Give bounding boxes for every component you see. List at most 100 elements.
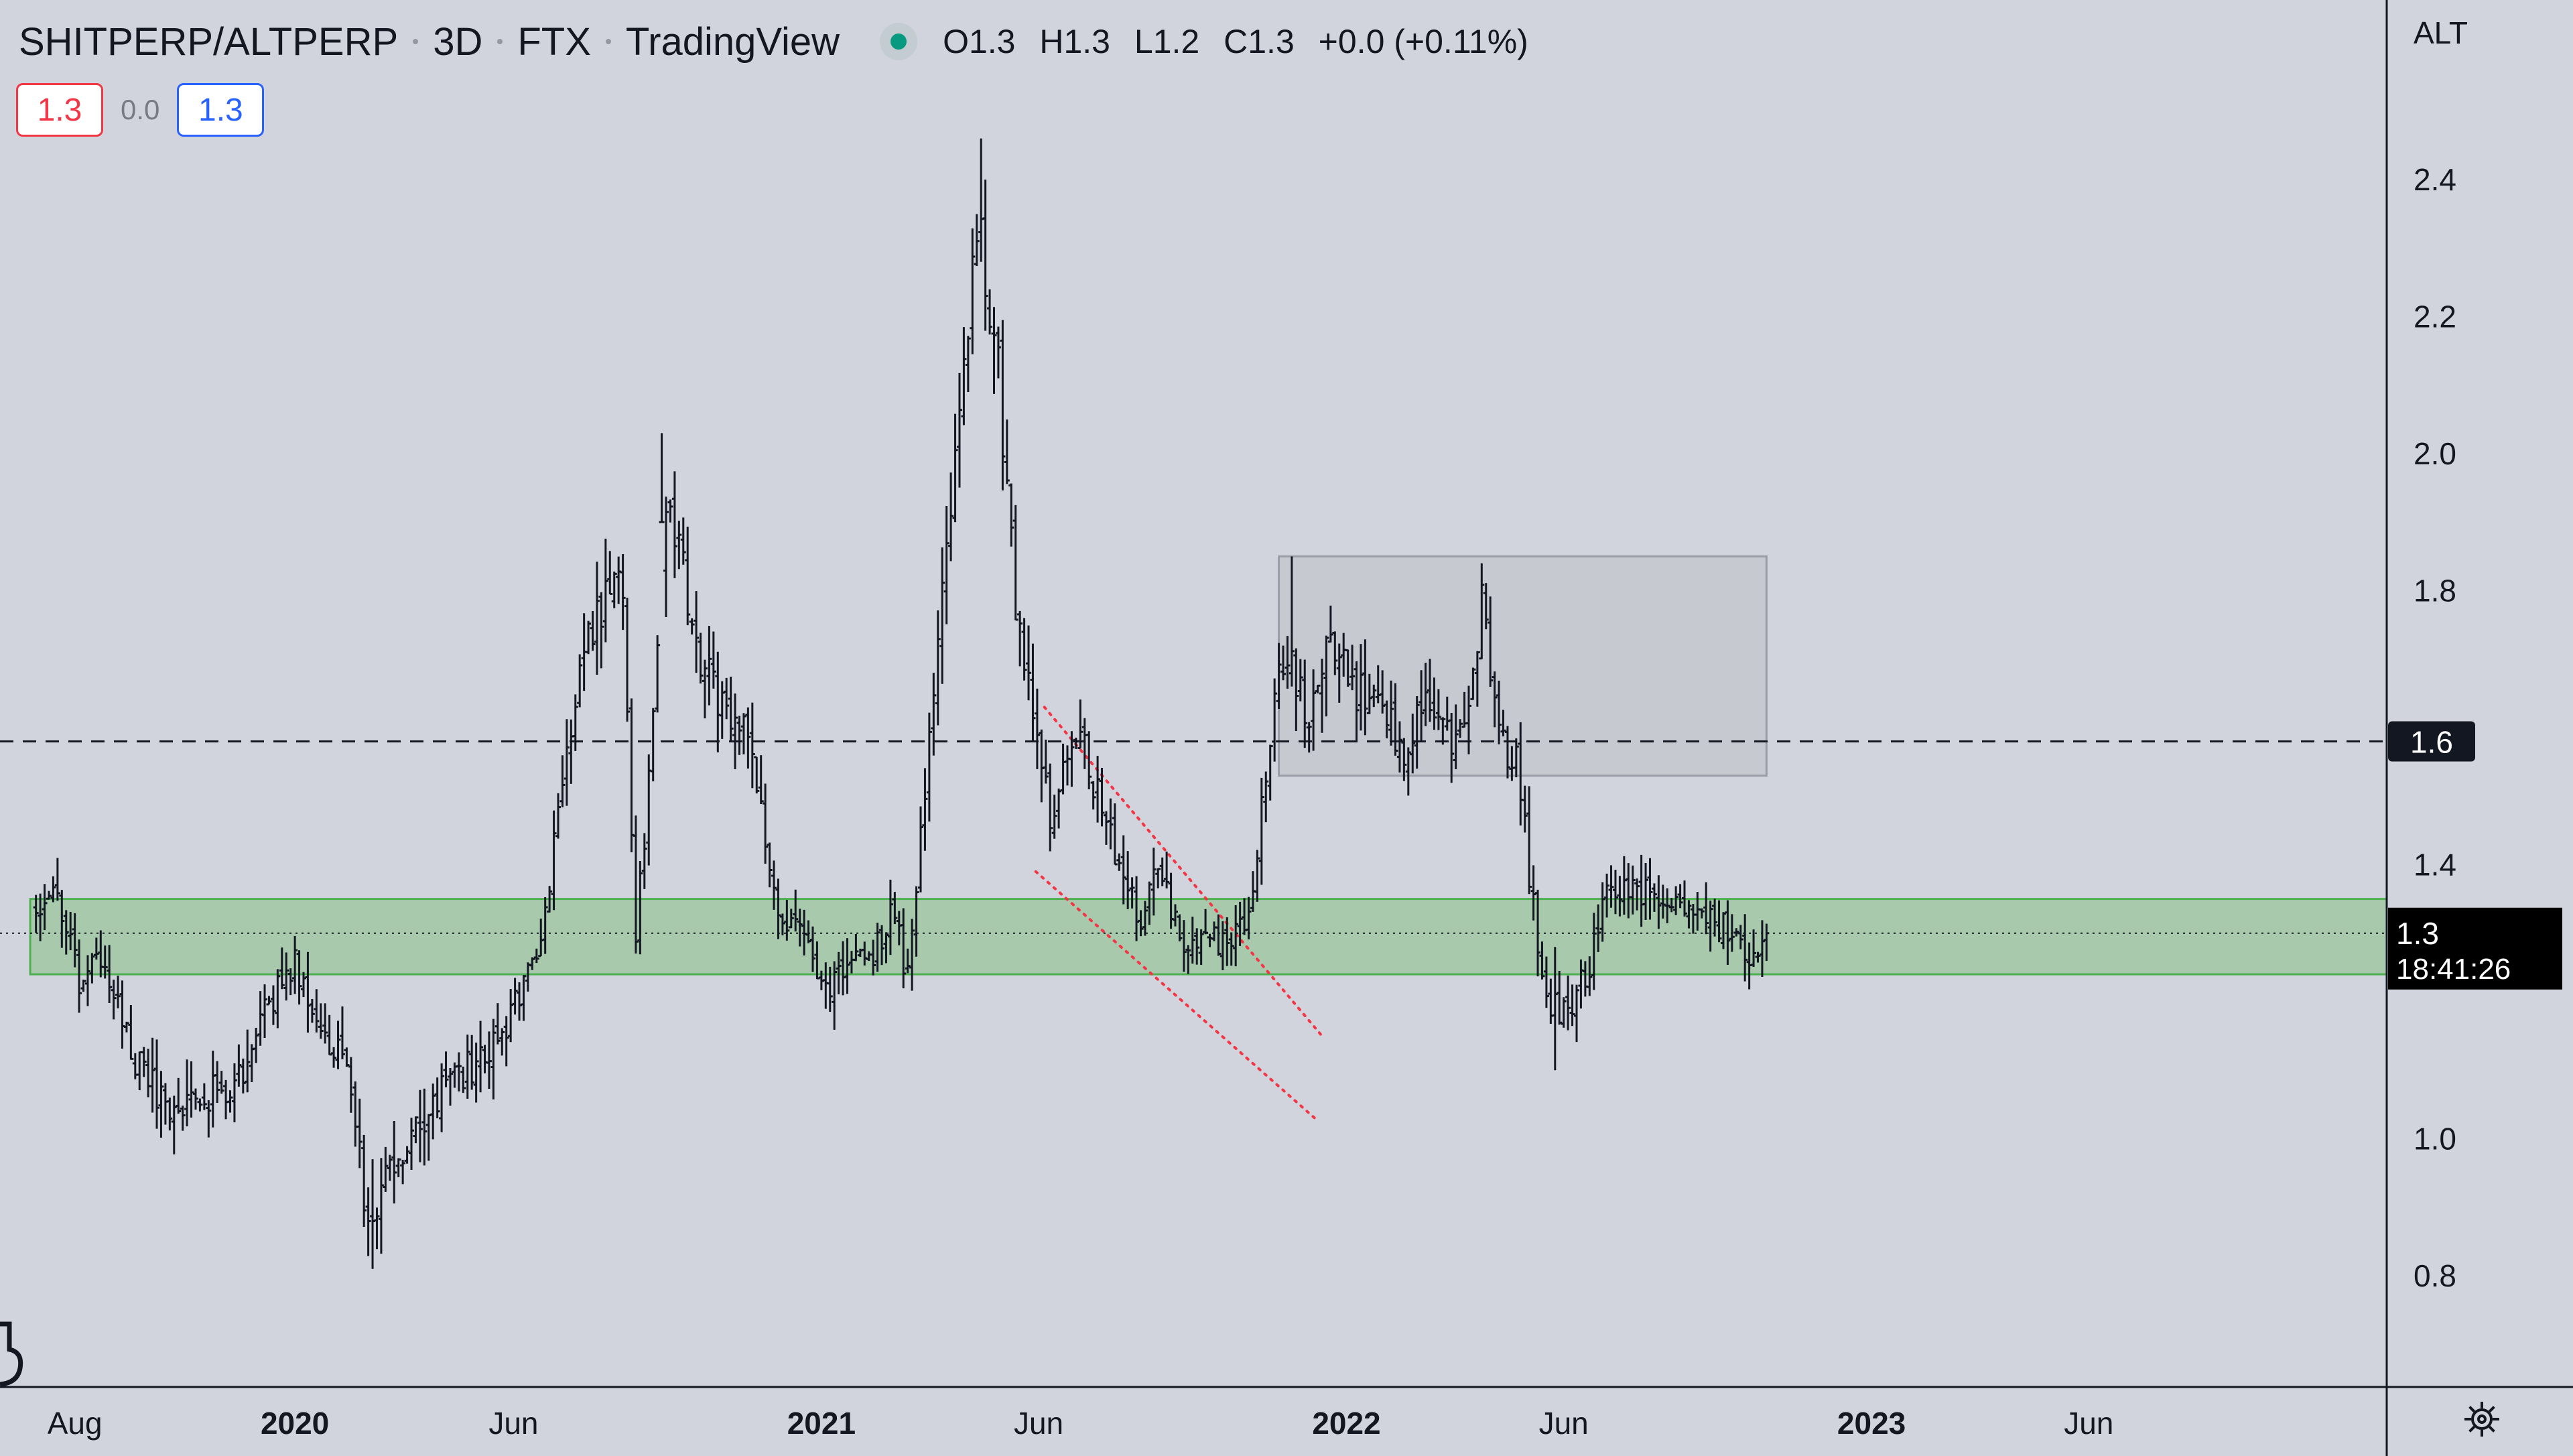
ohlc-bar (1725, 900, 1731, 966)
ohlc-bar (952, 413, 958, 523)
ohlc-bar (54, 858, 60, 901)
price-scale-title[interactable]: ALT (2414, 15, 2468, 50)
ohlc-bar (650, 708, 656, 782)
ohlc-bar (188, 1061, 194, 1118)
ohlc-bar (844, 938, 850, 994)
ohlc-bar (961, 327, 967, 425)
ohlc-bar (1664, 888, 1670, 923)
ohlc-bar (42, 884, 48, 931)
ohlc-bar (141, 1047, 147, 1077)
tradingview-logo-icon[interactable] (0, 1315, 29, 1388)
channel-trendline-2[interactable] (1034, 870, 1317, 1120)
low-value: L1.2 (1134, 23, 1200, 60)
ohlc-bar (326, 1014, 332, 1056)
ohlc-bar (1349, 645, 1356, 691)
ohlc-bar (1228, 932, 1234, 966)
ohlc-bar (460, 1066, 466, 1094)
ohlc-bar (1362, 639, 1368, 736)
ohlc-bar (473, 1042, 479, 1103)
ohlc-bar (797, 909, 803, 947)
ohlc-bar (275, 969, 281, 1029)
x-tick-label: 2023 (1837, 1406, 1906, 1441)
ohlc-bar (1138, 910, 1144, 937)
ohlc-bar (1656, 875, 1662, 929)
ohlc-bar (1004, 419, 1010, 484)
ohlc-bar (197, 1098, 203, 1112)
ohlc-bar (1263, 771, 1269, 823)
ohlc-bar (512, 978, 518, 1015)
symbol-name[interactable]: SHITPERP/ALTPERP (19, 19, 399, 64)
ohlc-bar (1634, 878, 1640, 911)
ohlc-bar (1392, 683, 1398, 756)
ohlc-bar (1440, 717, 1446, 745)
bar-countdown-label: 18:41:26 (2396, 953, 2511, 986)
ohlc-bar (447, 1067, 453, 1106)
ohlc-bar (1327, 605, 1333, 643)
close-value: C1.3 (1224, 23, 1295, 60)
ohlc-bar (1319, 659, 1325, 733)
ohlc-bar (387, 1154, 393, 1181)
ohlc-bar (926, 712, 932, 822)
ohlc-bar (1474, 651, 1480, 707)
ohlc-bar (322, 1003, 328, 1044)
separator-dot (497, 39, 503, 44)
ohlc-bar (292, 935, 298, 994)
ohlc-bar (883, 932, 889, 964)
ohlc-bar (767, 842, 773, 888)
ohlc-bar (1513, 738, 1519, 778)
sell-button[interactable]: 1.3 (16, 83, 103, 137)
ohlc-bar (740, 713, 746, 754)
buy-button[interactable]: 1.3 (177, 83, 265, 137)
ohlc-bar (724, 677, 730, 720)
ohlc-bar (1224, 917, 1230, 966)
ohlc-bar (590, 611, 596, 651)
gear-icon[interactable] (2463, 1400, 2501, 1438)
ohlc-bar (1557, 971, 1563, 1025)
ohlc-bar (788, 909, 794, 929)
ohlc-bar (1146, 881, 1152, 925)
exchange: FTX (517, 19, 591, 64)
high-value: H1.3 (1039, 23, 1110, 60)
ohlc-bar (1189, 917, 1195, 964)
ohlc-bar (76, 939, 82, 1013)
ohlc-bar (240, 1058, 246, 1094)
ohlc-bar (201, 1083, 207, 1110)
ohlc-bar (1504, 726, 1510, 779)
ohlc-bar (1496, 680, 1502, 744)
ohlc-bar (1651, 883, 1657, 912)
ohlc-bar (1699, 908, 1705, 919)
ohlc-bar (154, 1039, 160, 1129)
channel-trendline-1[interactable] (1043, 706, 1323, 1038)
ohlc-bar (1090, 781, 1096, 810)
current-price-label: 1.3 (2396, 916, 2439, 951)
ohlc-bar (982, 179, 988, 331)
ohlc-bar (586, 620, 592, 655)
ohlc-bar (1427, 659, 1433, 722)
ohlc-bar (1552, 947, 1558, 1071)
ohlc-bar (1185, 945, 1191, 974)
ohlc-bar (1323, 635, 1329, 717)
ohlc-bar (1483, 583, 1489, 630)
ohlc-bar (1336, 643, 1342, 703)
ohlc-bar (702, 659, 708, 719)
ohlc-bar (1043, 739, 1049, 784)
ohlc-bar (745, 707, 751, 769)
ohlc-bar (598, 592, 604, 669)
ohlc-bar (1643, 863, 1649, 920)
ohlc-bar (184, 1059, 190, 1126)
ohlc-bar (913, 886, 919, 957)
ohlc-bar (262, 984, 268, 1038)
ohlc-bar (1733, 928, 1739, 937)
ohlc-bar (270, 985, 276, 1025)
y-tick-label: 2.0 (2414, 436, 2456, 471)
ohlc-bar (68, 911, 74, 951)
ohlc-bar (59, 890, 65, 948)
ohlc-bar (80, 980, 86, 992)
interval[interactable]: 3D (433, 19, 483, 64)
ohlc-bar (1449, 712, 1455, 783)
ohlc-bar (283, 952, 289, 1001)
ohlc-bar (335, 1020, 341, 1069)
ohlc-bar (1267, 744, 1273, 801)
level-price-label-bg (2388, 721, 2475, 762)
